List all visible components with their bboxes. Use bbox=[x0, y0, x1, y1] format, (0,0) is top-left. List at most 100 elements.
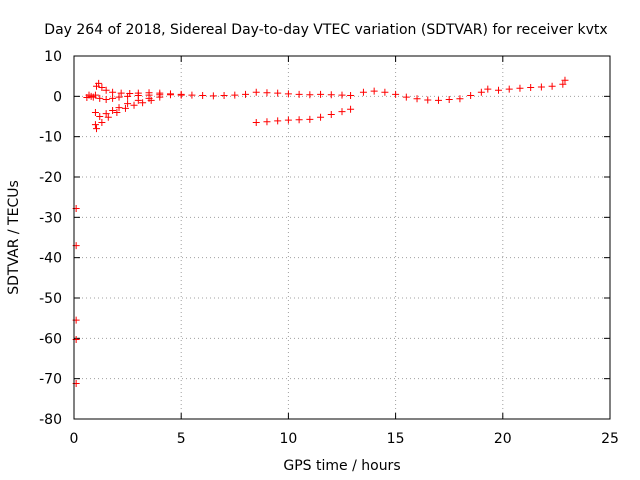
data-point bbox=[402, 93, 410, 101]
data-point bbox=[306, 91, 314, 99]
data-layer bbox=[72, 76, 569, 388]
data-point bbox=[505, 85, 513, 93]
data-point bbox=[263, 118, 271, 126]
y-tick-label: -60 bbox=[39, 331, 62, 347]
data-point bbox=[85, 91, 93, 99]
data-point bbox=[467, 92, 475, 100]
data-point bbox=[413, 95, 421, 103]
data-point bbox=[220, 92, 228, 100]
data-point bbox=[188, 91, 196, 99]
data-point bbox=[134, 96, 142, 104]
data-point bbox=[392, 90, 400, 98]
grid-layer bbox=[74, 56, 610, 419]
data-point bbox=[548, 82, 556, 90]
data-point bbox=[102, 86, 110, 94]
data-point bbox=[89, 93, 97, 101]
data-point bbox=[91, 108, 99, 116]
data-point bbox=[327, 91, 335, 99]
data-point bbox=[96, 94, 104, 102]
data-point bbox=[434, 96, 442, 104]
y-tick-label: 0 bbox=[53, 89, 62, 105]
data-point bbox=[537, 83, 545, 91]
data-point bbox=[156, 93, 164, 101]
data-point bbox=[96, 113, 104, 120]
data-point bbox=[147, 96, 155, 104]
data-point bbox=[98, 83, 106, 91]
data-point bbox=[93, 125, 101, 133]
x-axis-label: GPS time / hours bbox=[283, 458, 400, 474]
y-tick-label: 10 bbox=[44, 49, 62, 65]
data-point bbox=[115, 93, 123, 101]
data-point bbox=[209, 92, 217, 100]
data-point bbox=[456, 95, 464, 103]
chart-title: Day 264 of 2018, Sidereal Day-to-day VTE… bbox=[44, 22, 607, 38]
data-point bbox=[445, 96, 453, 104]
data-point bbox=[139, 99, 147, 107]
data-point bbox=[527, 83, 535, 91]
data-point bbox=[242, 90, 250, 98]
data-point bbox=[295, 90, 303, 98]
data-point bbox=[115, 104, 123, 112]
y-tick-label: -10 bbox=[39, 130, 62, 146]
data-point bbox=[263, 89, 271, 97]
data-point bbox=[347, 92, 355, 100]
y-tick-label: -50 bbox=[39, 291, 62, 307]
data-point bbox=[109, 94, 117, 102]
data-point bbox=[484, 85, 492, 93]
data-point bbox=[317, 113, 325, 121]
y-tick-label: -80 bbox=[39, 412, 62, 428]
data-point bbox=[295, 116, 303, 124]
data-point bbox=[274, 89, 282, 97]
data-point bbox=[231, 91, 239, 99]
tick-layer: 0 5 10 15 20 25 10 0 -10 -20 -30 -40 -50 -60 -70 -80 bbox=[39, 49, 619, 447]
data-point bbox=[306, 115, 314, 123]
data-point bbox=[252, 119, 260, 127]
data-point bbox=[199, 92, 207, 100]
y-axis-label: SDTVAR / TECUs bbox=[6, 180, 22, 295]
data-point bbox=[124, 100, 132, 108]
data-point bbox=[98, 119, 106, 127]
data-point bbox=[121, 104, 129, 112]
data-point bbox=[102, 96, 110, 104]
data-point bbox=[104, 113, 112, 121]
data-point bbox=[124, 92, 132, 100]
data-point bbox=[177, 91, 185, 99]
data-point bbox=[109, 88, 117, 96]
data-point bbox=[91, 121, 99, 129]
data-point bbox=[166, 91, 174, 99]
x-tick-label: 5 bbox=[177, 431, 186, 447]
x-tick-label: 20 bbox=[494, 431, 512, 447]
x-tick-label: 10 bbox=[279, 431, 297, 447]
x-tick-label: 0 bbox=[70, 431, 79, 447]
data-point bbox=[338, 91, 346, 99]
y-tick-label: -70 bbox=[39, 372, 62, 388]
data-point bbox=[516, 84, 524, 92]
data-point bbox=[102, 110, 110, 118]
y-tick-label: -40 bbox=[39, 251, 62, 267]
data-point bbox=[338, 108, 346, 116]
data-point bbox=[327, 110, 335, 118]
data-point bbox=[284, 116, 292, 124]
plot-frame bbox=[73, 55, 611, 420]
data-point bbox=[381, 88, 389, 96]
data-point bbox=[370, 87, 378, 95]
data-point bbox=[477, 88, 485, 96]
data-point bbox=[95, 79, 103, 87]
data-point bbox=[130, 101, 138, 109]
y-tick-label: -30 bbox=[39, 210, 62, 226]
data-point bbox=[561, 76, 569, 84]
data-point bbox=[117, 89, 125, 97]
x-tick-label: 15 bbox=[387, 431, 405, 447]
data-point bbox=[317, 90, 325, 98]
data-point bbox=[274, 117, 282, 125]
data-point bbox=[252, 88, 260, 96]
data-point bbox=[109, 106, 117, 114]
x-tick-label: 25 bbox=[601, 431, 619, 447]
data-point bbox=[284, 90, 292, 98]
data-point bbox=[559, 80, 567, 88]
data-point bbox=[495, 86, 503, 94]
data-point bbox=[424, 96, 432, 104]
data-point bbox=[347, 105, 355, 113]
